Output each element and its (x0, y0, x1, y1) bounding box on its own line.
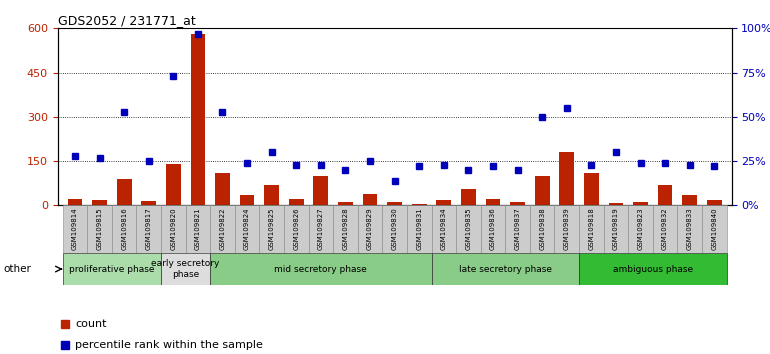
Text: GSM109830: GSM109830 (392, 208, 397, 251)
Text: GSM109835: GSM109835 (465, 208, 471, 250)
Bar (264, 185, 279, 205)
Bar (186, 205, 210, 253)
Bar (358, 205, 383, 253)
Text: GDS2052 / 231771_at: GDS2052 / 231771_at (58, 14, 196, 27)
Bar (554, 205, 579, 253)
Bar (142, 201, 156, 205)
Bar (387, 202, 402, 205)
Text: percentile rank within the sample: percentile rank within the sample (75, 340, 263, 350)
Text: GSM109819: GSM109819 (613, 208, 619, 251)
Bar (579, 205, 604, 253)
Text: GSM109821: GSM109821 (195, 208, 201, 250)
Bar (456, 205, 480, 253)
Bar (535, 176, 550, 205)
Text: GSM109833: GSM109833 (687, 208, 693, 251)
Bar (628, 205, 653, 253)
Text: proliferative phase: proliferative phase (69, 264, 155, 274)
Text: GSM109836: GSM109836 (490, 208, 496, 251)
Text: GSM109816: GSM109816 (121, 208, 127, 251)
Bar (259, 205, 284, 253)
Bar (530, 205, 554, 253)
Bar (333, 205, 358, 253)
Bar (239, 195, 254, 205)
Bar (190, 34, 206, 205)
Bar (284, 205, 309, 253)
Text: GSM109828: GSM109828 (343, 208, 349, 250)
Text: GSM109840: GSM109840 (711, 208, 718, 250)
Bar (166, 164, 181, 205)
Bar (608, 203, 623, 205)
Bar (505, 205, 530, 253)
Bar (707, 200, 721, 205)
Text: GSM109839: GSM109839 (564, 208, 570, 251)
Bar (215, 173, 230, 205)
Bar (210, 253, 431, 285)
Bar (437, 200, 451, 205)
Text: GSM109818: GSM109818 (588, 208, 594, 251)
Bar (338, 202, 353, 205)
Text: GSM109826: GSM109826 (293, 208, 300, 250)
Bar (431, 205, 456, 253)
Text: mid secretory phase: mid secretory phase (274, 264, 367, 274)
Bar (653, 205, 678, 253)
Text: GSM109822: GSM109822 (219, 208, 226, 250)
Text: ambiguous phase: ambiguous phase (613, 264, 693, 274)
Bar (407, 205, 431, 253)
Bar (87, 205, 112, 253)
Bar (486, 199, 500, 205)
Text: GSM109825: GSM109825 (269, 208, 275, 250)
Bar (431, 253, 579, 285)
Bar (584, 173, 599, 205)
Text: GSM109832: GSM109832 (662, 208, 668, 250)
Bar (511, 202, 525, 205)
Text: GSM109823: GSM109823 (638, 208, 644, 250)
Bar (309, 205, 333, 253)
Bar (604, 205, 628, 253)
Bar (136, 205, 161, 253)
Bar (161, 205, 186, 253)
Text: GSM109838: GSM109838 (539, 208, 545, 251)
Bar (235, 205, 259, 253)
Text: GSM109829: GSM109829 (367, 208, 373, 250)
Bar (461, 189, 476, 205)
Text: GSM109817: GSM109817 (146, 208, 152, 251)
Text: GSM109820: GSM109820 (170, 208, 176, 250)
Bar (313, 176, 328, 205)
Text: late secretory phase: late secretory phase (459, 264, 552, 274)
Text: GSM109834: GSM109834 (440, 208, 447, 250)
Text: early secretory
phase: early secretory phase (152, 259, 219, 279)
Bar (383, 205, 407, 253)
Bar (92, 200, 107, 205)
Text: count: count (75, 319, 106, 329)
Bar (412, 204, 427, 205)
Bar (633, 202, 648, 205)
Bar (161, 253, 210, 285)
Bar (363, 194, 377, 205)
Bar (559, 152, 574, 205)
Text: GSM109827: GSM109827 (318, 208, 324, 250)
Text: GSM109824: GSM109824 (244, 208, 250, 250)
Text: other: other (4, 264, 32, 274)
Bar (210, 205, 235, 253)
Text: GSM109831: GSM109831 (417, 208, 422, 251)
Bar (62, 205, 87, 253)
Bar (682, 195, 697, 205)
Bar (658, 185, 672, 205)
Bar (112, 205, 136, 253)
Bar (702, 205, 727, 253)
Bar (289, 199, 303, 205)
Bar (117, 179, 132, 205)
Bar (62, 253, 161, 285)
Text: GSM109814: GSM109814 (72, 208, 78, 250)
Bar (579, 253, 727, 285)
Text: GSM109837: GSM109837 (514, 208, 521, 251)
Text: GSM109815: GSM109815 (96, 208, 102, 250)
Bar (678, 205, 702, 253)
Bar (68, 199, 82, 205)
Bar (480, 205, 505, 253)
